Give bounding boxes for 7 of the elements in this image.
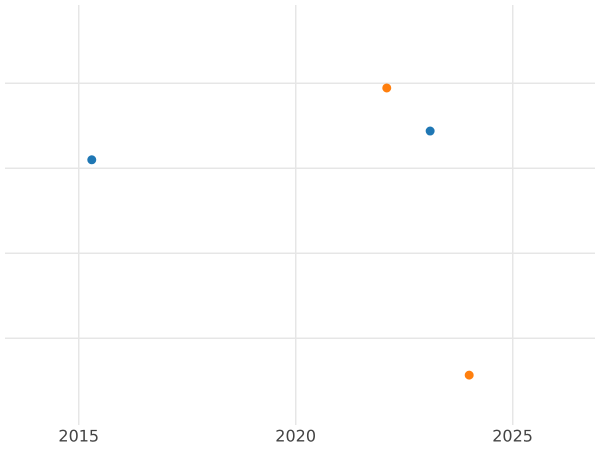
x-tick-label: 2015 bbox=[58, 426, 100, 446]
point bbox=[426, 126, 435, 136]
x-tick-label: 2020 bbox=[275, 426, 316, 446]
x-tick-label: 2025 bbox=[492, 426, 533, 446]
point bbox=[87, 155, 96, 164]
point bbox=[464, 370, 474, 380]
point bbox=[382, 83, 392, 92]
